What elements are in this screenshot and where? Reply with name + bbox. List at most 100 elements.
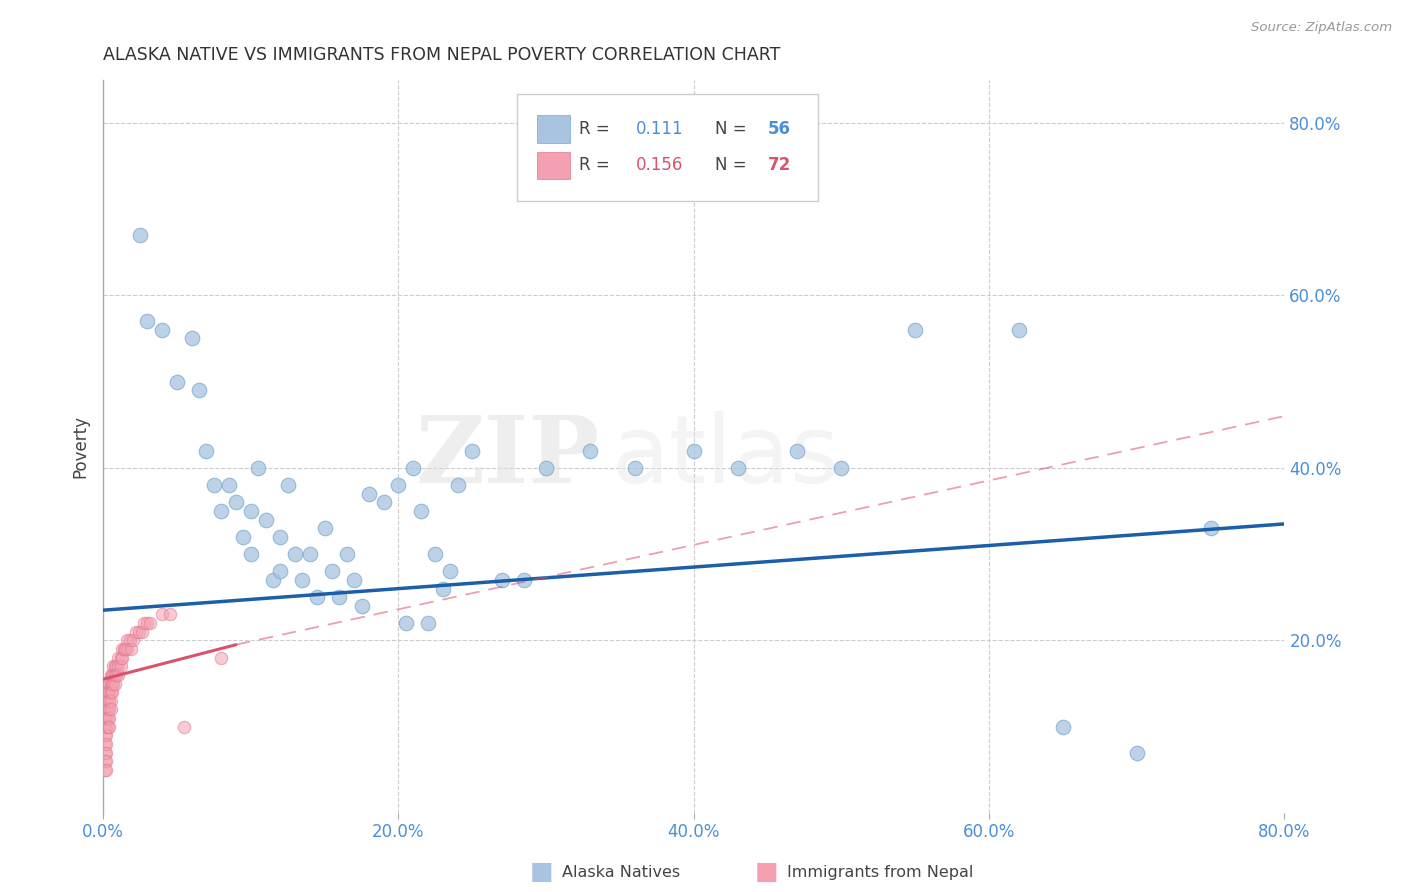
Point (446, 478, 468, 492)
Text: N =: N = (716, 120, 752, 137)
Point (93, 702, 115, 716)
Point (121, 633, 143, 648)
Point (1199, 521, 1222, 535)
Text: Alaska Natives: Alaska Natives (562, 865, 681, 880)
Text: 72: 72 (768, 156, 792, 175)
Text: R =: R = (579, 156, 616, 175)
Point (94, 746, 117, 760)
Point (115, 633, 138, 648)
Point (188, 383, 211, 397)
Point (100, 685, 122, 699)
Point (111, 650, 134, 665)
Point (128, 624, 150, 639)
Point (425, 547, 447, 561)
Point (93, 685, 115, 699)
Point (103, 659, 125, 673)
Point (534, 460, 557, 475)
Point (93, 711, 115, 725)
Point (93, 763, 115, 777)
Point (373, 495, 395, 509)
Point (269, 530, 291, 544)
Point (166, 375, 188, 389)
Point (291, 573, 314, 587)
Point (105, 668, 128, 682)
Point (150, 607, 173, 622)
Point (298, 547, 321, 561)
Point (1126, 746, 1149, 760)
Point (131, 624, 153, 639)
Point (1007, 323, 1029, 337)
Point (218, 478, 240, 492)
Point (513, 573, 536, 587)
Point (254, 513, 277, 527)
Point (96, 676, 118, 690)
Point (110, 659, 132, 673)
Point (98, 676, 121, 690)
Point (727, 460, 749, 475)
Bar (537, 115, 569, 143)
Point (93, 754, 115, 768)
Point (94, 720, 117, 734)
Point (98, 711, 121, 725)
Point (416, 616, 439, 631)
Text: Immigrants from Nepal: Immigrants from Nepal (787, 865, 974, 880)
Point (93, 728, 115, 742)
Point (247, 460, 270, 475)
Point (461, 443, 484, 458)
Point (284, 547, 307, 561)
Point (105, 659, 128, 673)
Point (209, 650, 232, 665)
Point (94, 711, 117, 725)
Point (239, 547, 262, 561)
Point (100, 702, 122, 716)
Point (96, 685, 118, 699)
Point (432, 582, 454, 596)
Point (336, 547, 359, 561)
Point (150, 323, 173, 337)
Point (314, 521, 336, 535)
Point (269, 565, 291, 579)
Point (307, 591, 329, 605)
Point (350, 599, 373, 613)
Text: 56: 56 (768, 120, 792, 137)
Point (180, 331, 202, 345)
Point (112, 642, 135, 657)
Point (104, 659, 127, 673)
Point (94, 702, 117, 716)
Point (225, 495, 247, 509)
Point (101, 676, 124, 690)
Point (94, 728, 117, 742)
Point (328, 591, 350, 605)
Point (101, 668, 124, 682)
Point (623, 460, 645, 475)
Point (491, 573, 513, 587)
Point (357, 487, 380, 501)
Point (98, 720, 121, 734)
Point (96, 711, 118, 725)
Point (111, 642, 134, 657)
Point (136, 616, 159, 631)
Point (159, 607, 181, 622)
Point (173, 720, 195, 734)
Point (321, 565, 343, 579)
Point (94, 694, 117, 708)
Point (107, 650, 129, 665)
Text: R =: R = (579, 120, 616, 137)
Point (94, 737, 117, 751)
Point (96, 702, 118, 716)
Point (93, 737, 115, 751)
Point (830, 460, 852, 475)
Point (96, 720, 118, 734)
Point (93, 720, 115, 734)
Point (262, 573, 284, 587)
Point (409, 504, 432, 518)
Bar (537, 152, 569, 179)
Text: ■: ■ (530, 861, 553, 884)
Point (129, 227, 152, 242)
Point (239, 504, 262, 518)
Point (118, 633, 141, 648)
Point (134, 616, 156, 631)
Text: ALASKA NATIVE VS IMMIGRANTS FROM NEPAL POVERTY CORRELATION CHART: ALASKA NATIVE VS IMMIGRANTS FROM NEPAL P… (103, 46, 780, 64)
Point (107, 659, 129, 673)
Text: 0.156: 0.156 (636, 156, 683, 175)
